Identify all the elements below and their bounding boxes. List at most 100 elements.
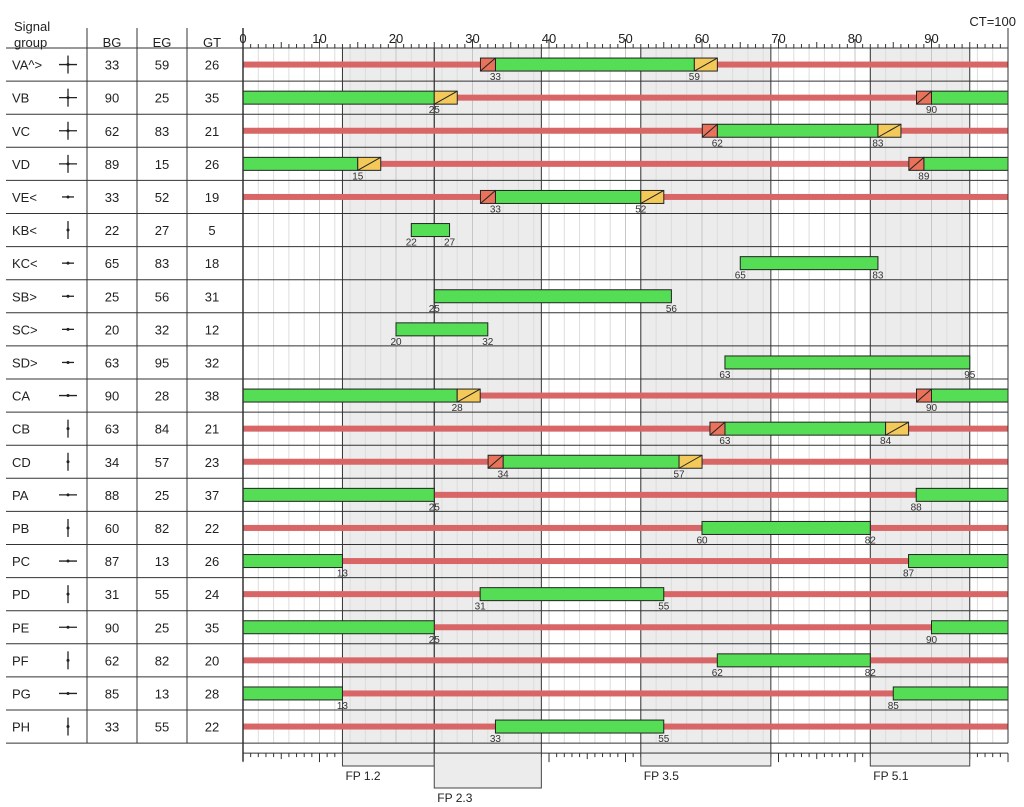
end-green-label: 55 bbox=[658, 602, 670, 613]
begin-green-label: 22 bbox=[406, 238, 418, 249]
end-green-label: 59 bbox=[689, 72, 701, 83]
signal-group-name: SC> bbox=[12, 322, 38, 337]
cell-gt: 20 bbox=[205, 653, 219, 668]
signal-group-name: PF bbox=[12, 653, 29, 668]
begin-green-label: 87 bbox=[903, 569, 915, 580]
end-green-label: 57 bbox=[673, 469, 685, 480]
cell-eg: 95 bbox=[155, 355, 169, 370]
signal-group-name: PA bbox=[12, 488, 29, 503]
green-bar bbox=[724, 421, 887, 436]
begin-green-label: 31 bbox=[475, 602, 487, 613]
green-bar bbox=[716, 653, 871, 668]
marker-diagonal bbox=[916, 388, 932, 403]
fixed-point-box bbox=[640, 752, 772, 767]
icon-dot bbox=[66, 526, 70, 530]
arrow-left-right-icon bbox=[59, 559, 77, 563]
cell-bg: 62 bbox=[105, 653, 119, 668]
cell-bg: 85 bbox=[105, 686, 119, 701]
cell-gt: 19 bbox=[205, 190, 219, 205]
green-bar bbox=[908, 554, 1009, 569]
red-bar bbox=[243, 425, 1008, 432]
begin-green-label: 88 bbox=[911, 502, 923, 513]
cell-eg: 28 bbox=[155, 389, 169, 404]
marker-diagonal bbox=[877, 123, 902, 138]
signal-group-name: KC< bbox=[12, 256, 38, 271]
cell-eg: 25 bbox=[155, 91, 169, 106]
cell-bg: 63 bbox=[105, 355, 119, 370]
fixed-point-box bbox=[341, 752, 435, 767]
red-bar bbox=[243, 160, 1008, 167]
end-green-label: 82 bbox=[865, 668, 877, 679]
cell-eg: 52 bbox=[155, 190, 169, 205]
green-bar bbox=[701, 520, 871, 535]
cell-bg: 88 bbox=[105, 488, 119, 503]
cell-gt: 22 bbox=[205, 720, 219, 735]
green-bar bbox=[242, 90, 435, 105]
signal-group-name: PD bbox=[12, 587, 30, 602]
icon-dot bbox=[66, 63, 70, 67]
red-bar bbox=[243, 558, 1008, 565]
arrow-down-icon bbox=[66, 221, 70, 240]
fixed-point-box bbox=[869, 752, 971, 767]
cell-gt: 24 bbox=[205, 587, 219, 602]
end-green-label: 56 bbox=[666, 304, 678, 315]
signal-group-name: SD> bbox=[12, 355, 38, 370]
cell-bg: 90 bbox=[105, 91, 119, 106]
icon-dot bbox=[66, 96, 70, 100]
begin-green-label: 20 bbox=[390, 337, 402, 348]
icon-dot bbox=[66, 625, 70, 629]
cell-eg: 59 bbox=[155, 58, 169, 73]
icon-dot bbox=[66, 493, 70, 497]
icon-dot bbox=[66, 394, 70, 398]
signal-group-name: CD bbox=[12, 455, 31, 470]
icon-dot bbox=[66, 691, 70, 695]
fixed-point-label: FP 2.3 bbox=[437, 791, 472, 805]
cell-bg: 63 bbox=[105, 422, 119, 437]
end-green-label: 55 bbox=[658, 734, 670, 745]
cell-bg: 33 bbox=[105, 58, 119, 73]
green-bar bbox=[724, 355, 971, 370]
signal-group-name: VB bbox=[12, 91, 29, 106]
green-bar bbox=[931, 388, 1009, 403]
cell-eg: 32 bbox=[155, 322, 169, 337]
green-bar bbox=[892, 686, 1009, 701]
arrow-up-down-icon bbox=[66, 651, 70, 670]
cell-bg: 65 bbox=[105, 256, 119, 271]
signal-group-name: VA^> bbox=[12, 58, 42, 73]
arrow-left-right-icon bbox=[59, 691, 77, 695]
x-tick-label: 40 bbox=[542, 31, 556, 46]
cell-gt: 5 bbox=[208, 223, 215, 238]
marker-diagonal bbox=[709, 421, 726, 436]
fixed-point-label: FP 1.2 bbox=[345, 769, 380, 783]
cell-gt: 22 bbox=[205, 521, 219, 536]
cell-gt: 18 bbox=[205, 256, 219, 271]
end-green-label: 52 bbox=[635, 205, 647, 216]
red-bar bbox=[243, 491, 1008, 498]
cell-bg: 90 bbox=[105, 620, 119, 635]
x-tick-label: 70 bbox=[771, 31, 785, 46]
end-green-label: 82 bbox=[865, 536, 877, 547]
icon-dot bbox=[66, 228, 70, 232]
header-group: group bbox=[14, 35, 47, 50]
marker-diagonal bbox=[640, 190, 665, 204]
arrow-left-right-icon bbox=[59, 625, 77, 629]
cell-eg: 57 bbox=[155, 455, 169, 470]
arrow-four-way-icon bbox=[59, 154, 77, 173]
arrow-down-icon bbox=[66, 452, 70, 471]
begin-green-label: 62 bbox=[712, 668, 724, 679]
green-bar bbox=[395, 322, 489, 337]
arrow-up-down-icon bbox=[66, 518, 70, 537]
x-tick-label: 30 bbox=[465, 31, 479, 46]
marker-diagonal bbox=[480, 57, 496, 72]
cell-bg: 90 bbox=[105, 389, 119, 404]
arrow-left-right-icon bbox=[59, 394, 77, 398]
signal-group-name: VD bbox=[12, 157, 30, 172]
cell-bg: 22 bbox=[105, 223, 119, 238]
signal-group-name: PE bbox=[12, 620, 30, 635]
cell-gt: 31 bbox=[205, 289, 219, 304]
end-green-label: 95 bbox=[964, 370, 976, 381]
green-bar bbox=[716, 123, 879, 138]
begin-green-label: 63 bbox=[719, 370, 731, 381]
marker-diagonal bbox=[434, 90, 458, 105]
marker-diagonal bbox=[885, 421, 909, 436]
